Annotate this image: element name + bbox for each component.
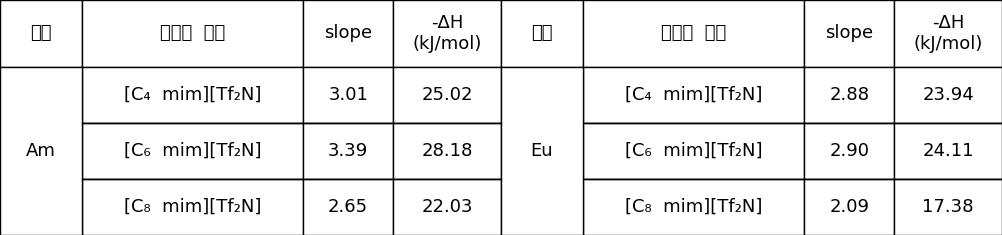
Bar	[393, 123, 501, 179]
Bar	[81, 67, 304, 123]
Text: 이온성  액체: 이온성 액체	[159, 24, 225, 43]
Text: -ΔH
(kJ/mol): -ΔH (kJ/mol)	[413, 14, 482, 53]
Text: [C₈  mim][Tf₂N]: [C₈ mim][Tf₂N]	[624, 198, 763, 216]
Text: 3.39: 3.39	[328, 142, 369, 160]
Bar	[894, 67, 1002, 123]
Text: 이온성  액체: 이온성 액체	[660, 24, 726, 43]
Text: 22.03: 22.03	[421, 198, 473, 216]
Text: 24.11: 24.11	[922, 142, 974, 160]
Bar	[894, 179, 1002, 235]
Text: [C₄  mim][Tf₂N]: [C₄ mim][Tf₂N]	[624, 86, 763, 104]
Text: [C₄  mim][Tf₂N]: [C₄ mim][Tf₂N]	[123, 86, 262, 104]
Bar	[304, 179, 393, 235]
Text: [C₆  mim][Tf₂N]: [C₆ mim][Tf₂N]	[123, 142, 262, 160]
Bar	[81, 179, 304, 235]
Text: slope: slope	[324, 24, 373, 43]
Bar	[501, 0, 582, 67]
Bar	[304, 67, 393, 123]
Text: 2.88: 2.88	[830, 86, 869, 104]
Bar	[304, 123, 393, 179]
Text: 25.02: 25.02	[421, 86, 473, 104]
Bar	[0, 67, 81, 235]
Text: 3.01: 3.01	[329, 86, 368, 104]
Bar	[582, 67, 805, 123]
Text: [C₈  mim][Tf₂N]: [C₈ mim][Tf₂N]	[123, 198, 262, 216]
Bar	[304, 0, 393, 67]
Text: 17.38: 17.38	[922, 198, 974, 216]
Bar	[393, 67, 501, 123]
Text: slope: slope	[825, 24, 874, 43]
Bar	[894, 123, 1002, 179]
Text: Am: Am	[26, 142, 56, 160]
Bar	[582, 123, 805, 179]
Text: 금속: 금속	[30, 24, 51, 43]
Text: 28.18: 28.18	[422, 142, 473, 160]
Bar	[501, 67, 582, 235]
Bar	[582, 179, 805, 235]
Text: Eu: Eu	[530, 142, 553, 160]
Text: 2.90: 2.90	[830, 142, 869, 160]
Bar	[805, 67, 894, 123]
Bar	[582, 0, 805, 67]
Bar	[894, 0, 1002, 67]
Bar	[0, 0, 81, 67]
Bar	[805, 0, 894, 67]
Text: 2.65: 2.65	[328, 198, 369, 216]
Text: 금속: 금속	[531, 24, 552, 43]
Bar	[805, 179, 894, 235]
Bar	[393, 179, 501, 235]
Bar	[393, 0, 501, 67]
Text: 23.94: 23.94	[922, 86, 974, 104]
Text: 2.09: 2.09	[830, 198, 869, 216]
Bar	[805, 123, 894, 179]
Text: [C₆  mim][Tf₂N]: [C₆ mim][Tf₂N]	[624, 142, 763, 160]
Bar	[81, 0, 304, 67]
Bar	[81, 123, 304, 179]
Text: -ΔH
(kJ/mol): -ΔH (kJ/mol)	[914, 14, 983, 53]
